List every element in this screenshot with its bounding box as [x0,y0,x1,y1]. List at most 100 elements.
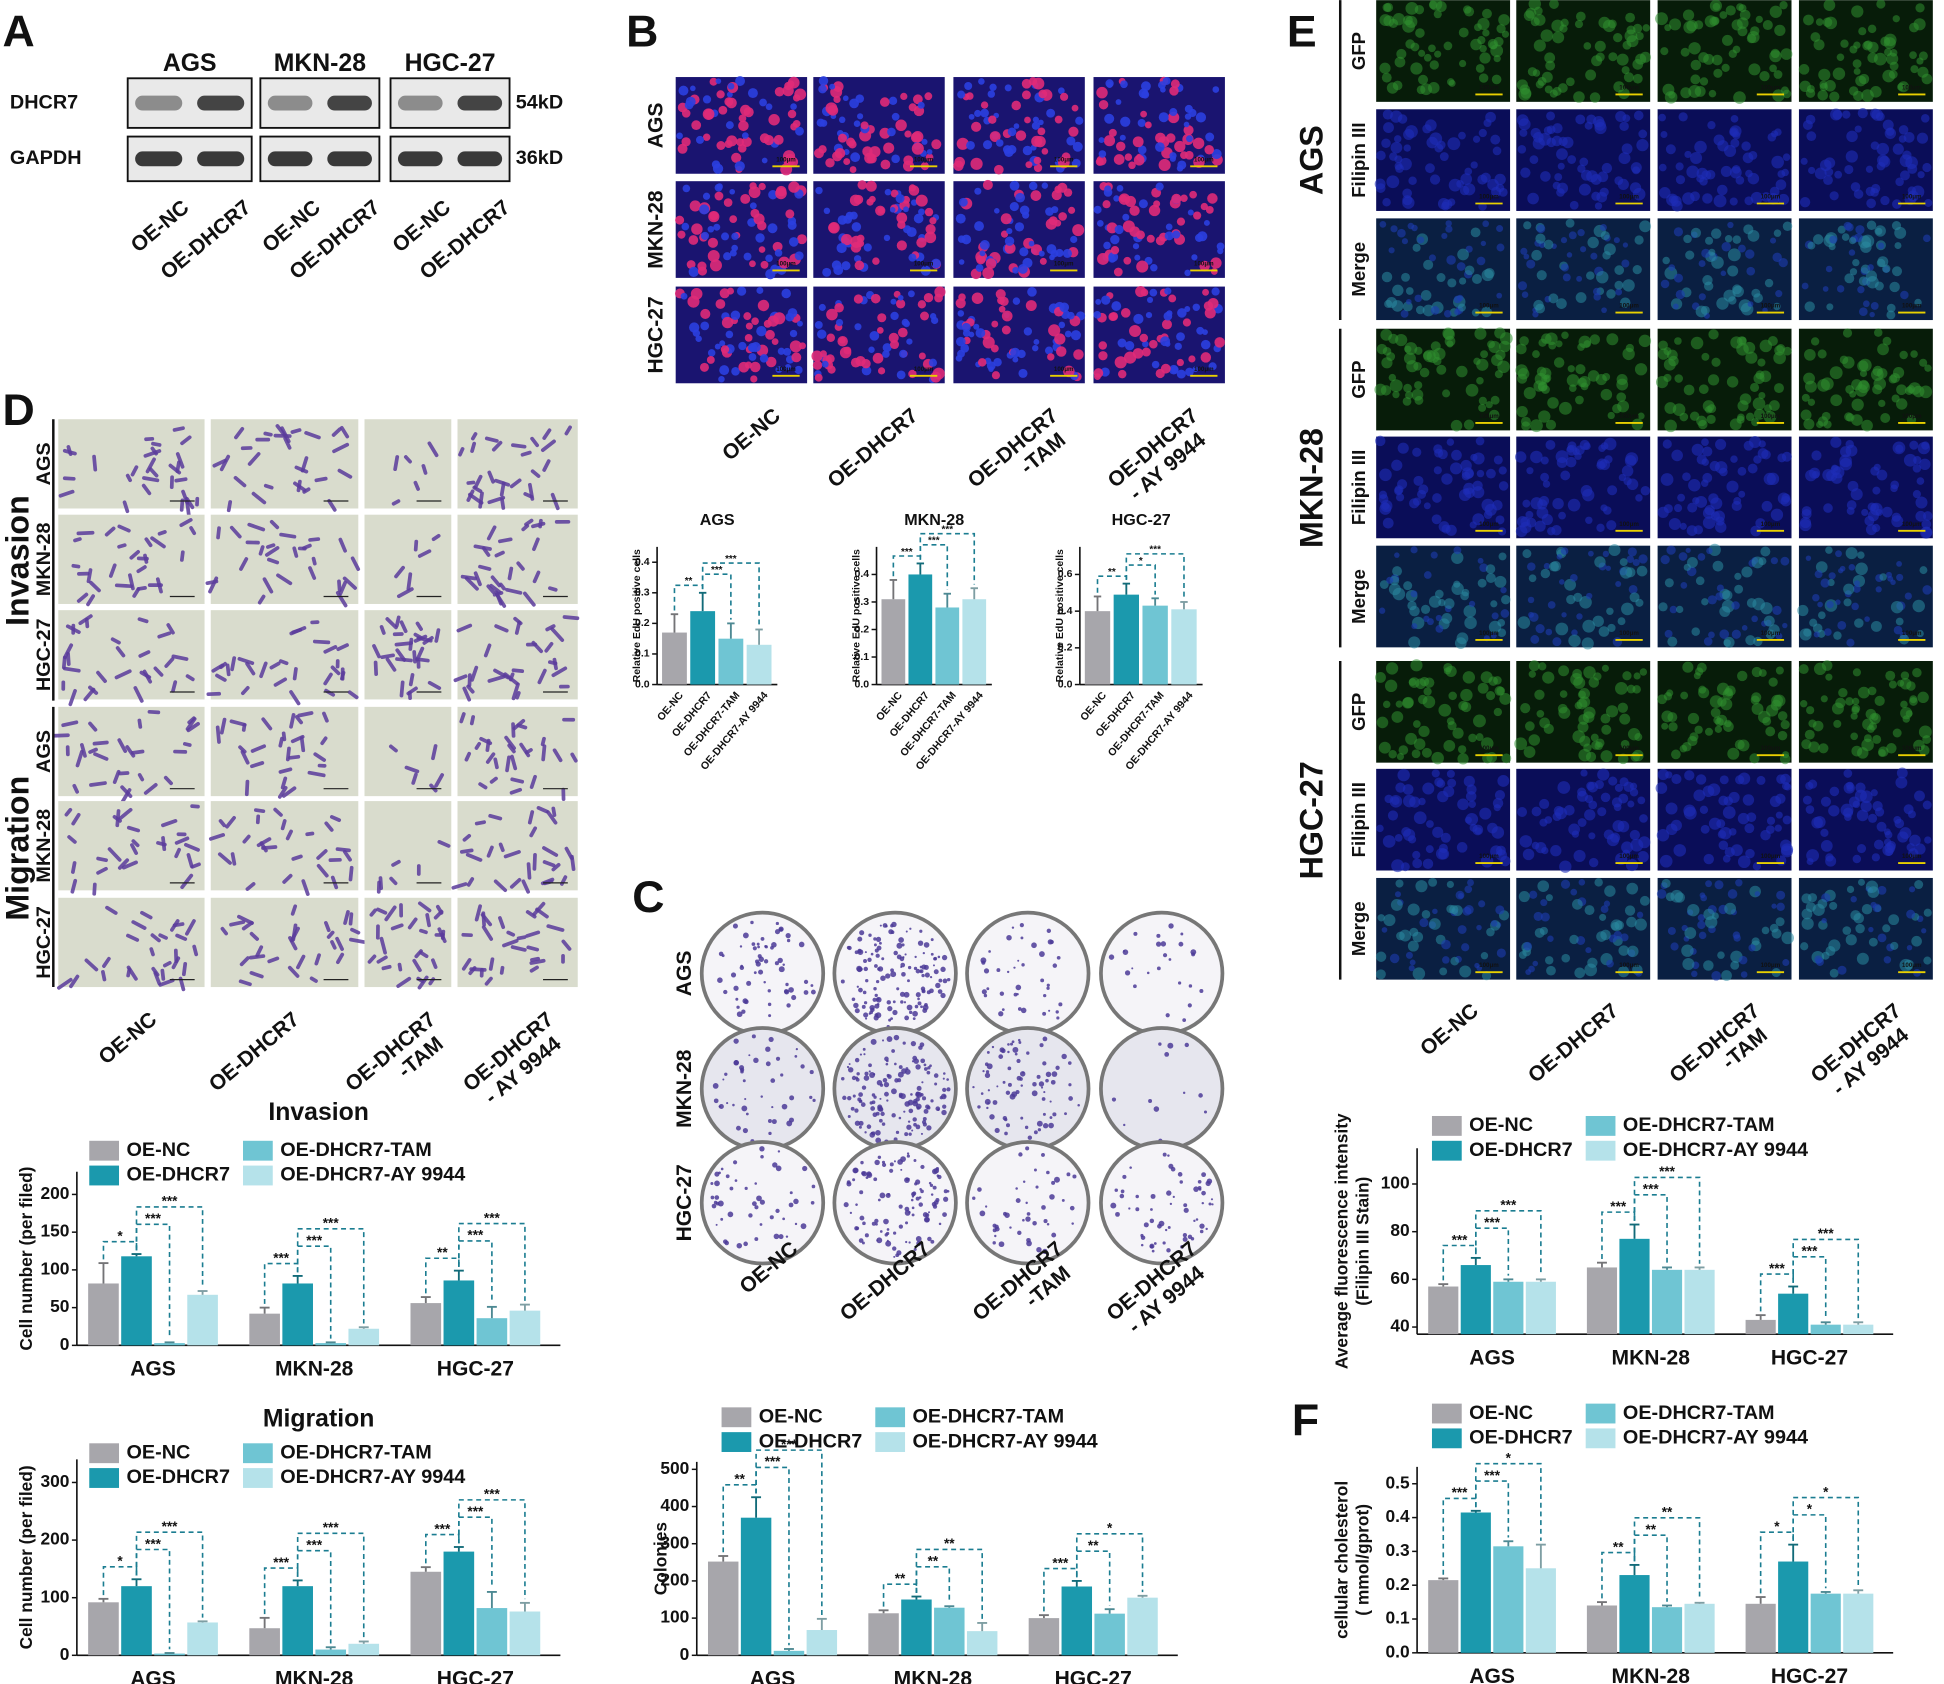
cell [1922,585,1932,595]
colony [1131,967,1134,970]
cell [1825,855,1837,867]
colony [1158,1220,1165,1227]
cell [1550,561,1561,572]
cell [790,103,797,110]
cell [1907,163,1918,174]
cell [1441,939,1451,950]
colony [1005,1090,1011,1095]
cell [1387,810,1399,821]
cell [265,543,276,549]
cell [1481,971,1492,981]
colony [901,972,906,977]
cell [66,651,71,666]
colony [858,1125,862,1129]
colony [904,1069,911,1075]
error-bar [164,1652,175,1654]
colony [735,997,739,1001]
colony [918,1202,923,1207]
cell [393,455,400,471]
cell [1542,480,1551,488]
colony [917,1001,922,1006]
cell [1923,234,1931,243]
cell [709,211,719,221]
cell [185,496,195,510]
cell [1833,631,1842,640]
cell [215,673,227,682]
cell [1635,969,1643,977]
colony [1020,1116,1024,1120]
cell [417,549,432,558]
cell [1390,141,1403,154]
cell [877,313,887,323]
colony [1153,1242,1157,1245]
cell [1418,725,1430,737]
bar [410,1303,442,1346]
cell [1693,789,1706,802]
cell [1804,380,1817,393]
cell [130,843,139,855]
row-label: HGC-27 [645,296,668,373]
cell [1777,453,1787,463]
colony [768,1131,772,1136]
cell [1812,720,1824,732]
colony [1043,994,1047,998]
cell [92,454,98,472]
colony [871,1221,876,1226]
cell [391,859,401,867]
cell [1923,956,1932,965]
cell [1638,554,1648,564]
cell [1910,65,1919,74]
cell [1460,173,1473,185]
blot-band [197,95,245,111]
cell [1594,202,1603,210]
cell [1520,703,1531,714]
cell [756,287,764,294]
cell [1423,53,1432,62]
colony [917,997,920,1001]
colony [994,1127,1000,1134]
cell [794,251,804,261]
cell [1169,155,1176,162]
cell [1806,131,1817,142]
colony [759,1199,765,1205]
cell [182,742,192,747]
cell [1898,125,1909,135]
colony [898,1204,903,1209]
colony [879,941,882,945]
cell [849,98,859,109]
colony [942,1212,947,1218]
colony [893,1231,897,1235]
cell [1408,636,1421,649]
cell [1401,827,1411,837]
cell [1820,377,1834,391]
colony [1026,1237,1031,1243]
cell [1532,311,1539,318]
cell [1576,613,1583,620]
cell [527,810,535,825]
cell [493,668,510,680]
colony [1056,1016,1060,1020]
cell [1574,20,1584,29]
cell [226,500,233,513]
cell [528,482,535,501]
cell [489,583,502,594]
cell [489,776,498,784]
cell [709,259,722,272]
cell [1597,768,1610,781]
cell [1655,782,1668,794]
cell [1574,967,1586,979]
colony [1058,1002,1063,1007]
cell [487,674,506,683]
cell [1899,958,1913,972]
cell [294,715,303,725]
cell [520,450,532,457]
cell [975,328,986,338]
cell [1906,385,1915,394]
cell [829,83,836,90]
channel-label: GFP [1348,693,1369,731]
cell [514,620,522,635]
colony [1024,1125,1029,1130]
cell [257,594,266,605]
y-tick-label: 100 [40,1258,69,1278]
cell [338,580,347,596]
